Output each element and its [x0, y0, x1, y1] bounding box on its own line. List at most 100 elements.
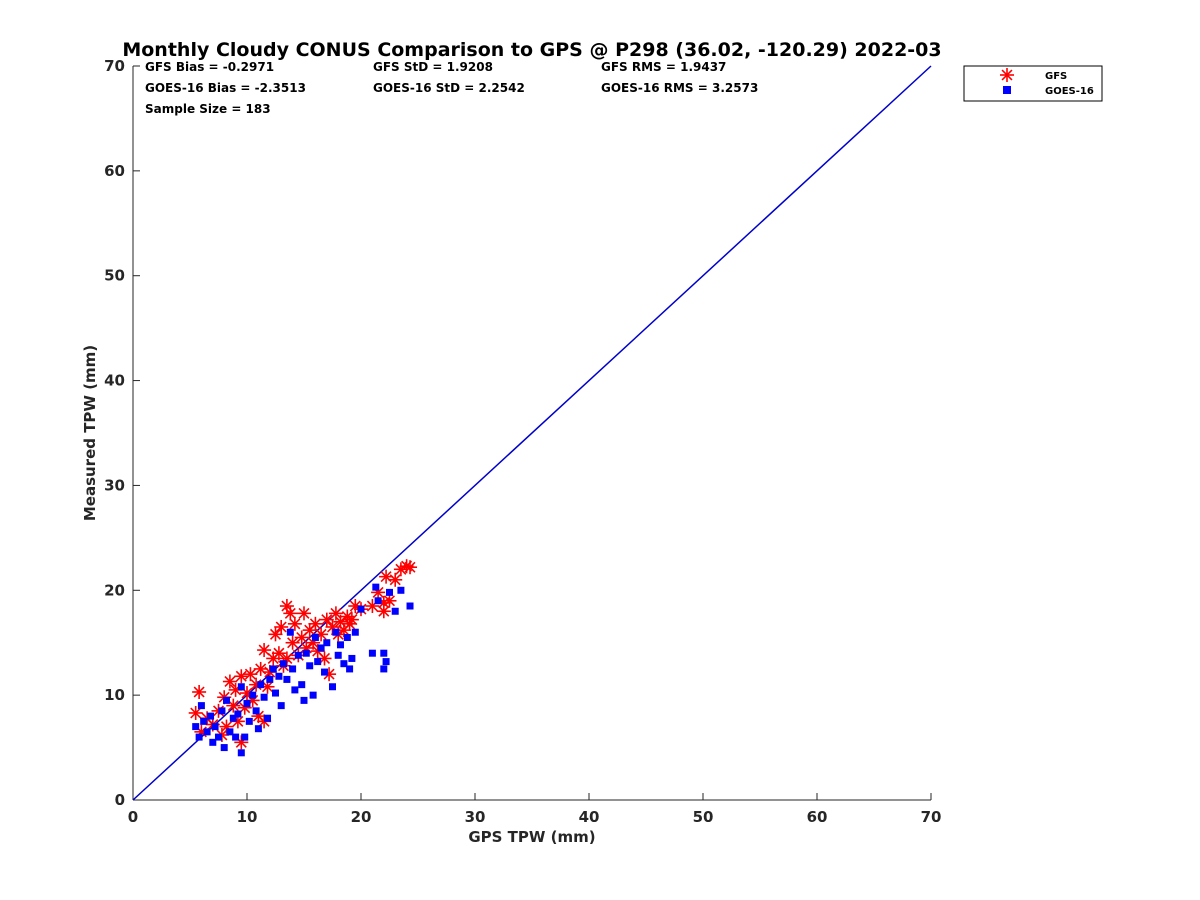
- goes16-point: [329, 683, 336, 691]
- legend-goes16-label: GOES-16: [1045, 86, 1094, 97]
- one-to-one-reference-line: [132, 65, 932, 801]
- goes16-point: [277, 702, 285, 710]
- goes-rms-text: GOES-16 RMS = 3.2573: [601, 81, 758, 95]
- x-tick-label: 0: [128, 808, 138, 826]
- goes16-point: [348, 654, 356, 662]
- gfs-point: [403, 560, 418, 575]
- legend-goes16-square: [1003, 86, 1011, 94]
- gfs-point: [382, 593, 397, 608]
- y-tick-label: 60: [104, 162, 125, 180]
- goes16-point: [243, 700, 251, 708]
- gfs-point: [222, 674, 237, 689]
- goes16-point: [245, 717, 253, 725]
- goes-std-text: GOES-16 StD = 2.2542: [373, 81, 525, 95]
- goes16-point: [232, 733, 240, 741]
- goes16-point: [192, 723, 200, 731]
- legend-box: [963, 65, 1103, 102]
- goes16-point: [218, 707, 226, 715]
- goes16-series: [192, 583, 414, 757]
- goes16-point: [237, 749, 245, 757]
- goes16-point: [380, 665, 388, 673]
- goes16-point: [252, 707, 260, 715]
- gfs-point: [388, 572, 403, 587]
- goes16-point: [289, 665, 297, 673]
- goes16-point: [249, 691, 257, 699]
- goes16-point: [343, 633, 351, 641]
- goes16-point: [286, 628, 294, 636]
- goes16-point: [334, 651, 342, 659]
- goes-bias-text: GOES-16 Bias = -2.3513: [145, 81, 306, 95]
- goes16-point: [226, 728, 234, 736]
- goes16-point: [386, 588, 393, 596]
- goes16-point: [311, 633, 319, 641]
- gfs-point: [268, 627, 283, 642]
- goes16-point: [323, 639, 331, 647]
- goes16-point: [275, 672, 283, 680]
- gfs-point: [188, 705, 203, 720]
- gfs-point: [317, 651, 332, 666]
- goes16-point: [351, 628, 359, 636]
- gfs-point: [297, 606, 311, 621]
- goes16-point: [309, 691, 317, 699]
- gfs-point: [274, 619, 289, 634]
- y-tick-label: 40: [104, 372, 125, 390]
- goes16-point: [300, 696, 308, 704]
- y-tick-label: 70: [104, 57, 125, 75]
- goes16-point: [264, 714, 272, 722]
- goes16-point: [357, 605, 365, 613]
- goes16-point: [391, 607, 399, 615]
- legend-gfs-asterisk: [1000, 68, 1014, 82]
- x-tick-label: 10: [237, 808, 258, 826]
- gfs-point: [257, 643, 272, 658]
- y-tick-label: 20: [104, 581, 125, 599]
- goes16-point: [257, 681, 265, 689]
- gfs-point: [226, 698, 241, 713]
- goes16-point: [380, 649, 388, 657]
- goes16-point: [272, 689, 279, 697]
- goes16-point: [254, 725, 262, 733]
- gfs-point: [234, 669, 249, 684]
- goes16-point: [222, 696, 230, 704]
- gfs-std-text: GFS StD = 1.9208: [373, 60, 493, 74]
- y-ticks: 0 10 20 30 40 50 60 70: [104, 57, 140, 809]
- goes16-point: [336, 641, 344, 649]
- goes16-point: [200, 717, 208, 725]
- goes16-point: [332, 628, 340, 636]
- gfs-point: [287, 616, 302, 631]
- stats-block: GFS Bias = -0.2971 GFS StD = 1.9208 GFS …: [145, 60, 758, 116]
- goes16-point: [209, 738, 217, 746]
- goes16-point: [321, 668, 329, 676]
- goes16-point: [314, 658, 322, 666]
- goes16-point: [298, 681, 306, 689]
- goes16-point: [374, 597, 382, 605]
- x-ticks: 0 10 20 30 40 50 60 70: [128, 793, 941, 826]
- goes16-point: [203, 728, 211, 736]
- goes16-point: [234, 710, 242, 718]
- goes16-point: [306, 662, 314, 670]
- goes16-point: [397, 586, 405, 594]
- axes: [132, 66, 931, 801]
- y-tick-label: 0: [115, 791, 125, 809]
- goes16-point: [220, 744, 228, 752]
- chart-title: Monthly Cloudy CONUS Comparison to GPS @…: [122, 39, 941, 61]
- gfs-point: [344, 612, 359, 627]
- x-tick-label: 40: [579, 808, 600, 826]
- goes16-point: [294, 651, 302, 659]
- goes16-point: [195, 733, 203, 741]
- goes16-point: [291, 686, 299, 694]
- y-axis-label: Measured TPW (mm): [81, 345, 99, 521]
- goes16-point: [260, 693, 268, 701]
- goes16-point: [215, 733, 222, 741]
- goes16-point: [382, 658, 390, 666]
- goes16-point: [346, 665, 354, 673]
- gfs-point: [243, 667, 258, 682]
- legend-gfs-label: GFS: [1045, 71, 1067, 82]
- x-tick-label: 60: [807, 808, 828, 826]
- gfs-point: [283, 606, 298, 621]
- sample-size-text: Sample Size = 183: [145, 102, 271, 116]
- x-axis-label: GPS TPW (mm): [468, 828, 595, 846]
- goes16-point: [302, 649, 310, 657]
- goes16-point: [372, 583, 380, 591]
- x-tick-label: 50: [693, 808, 714, 826]
